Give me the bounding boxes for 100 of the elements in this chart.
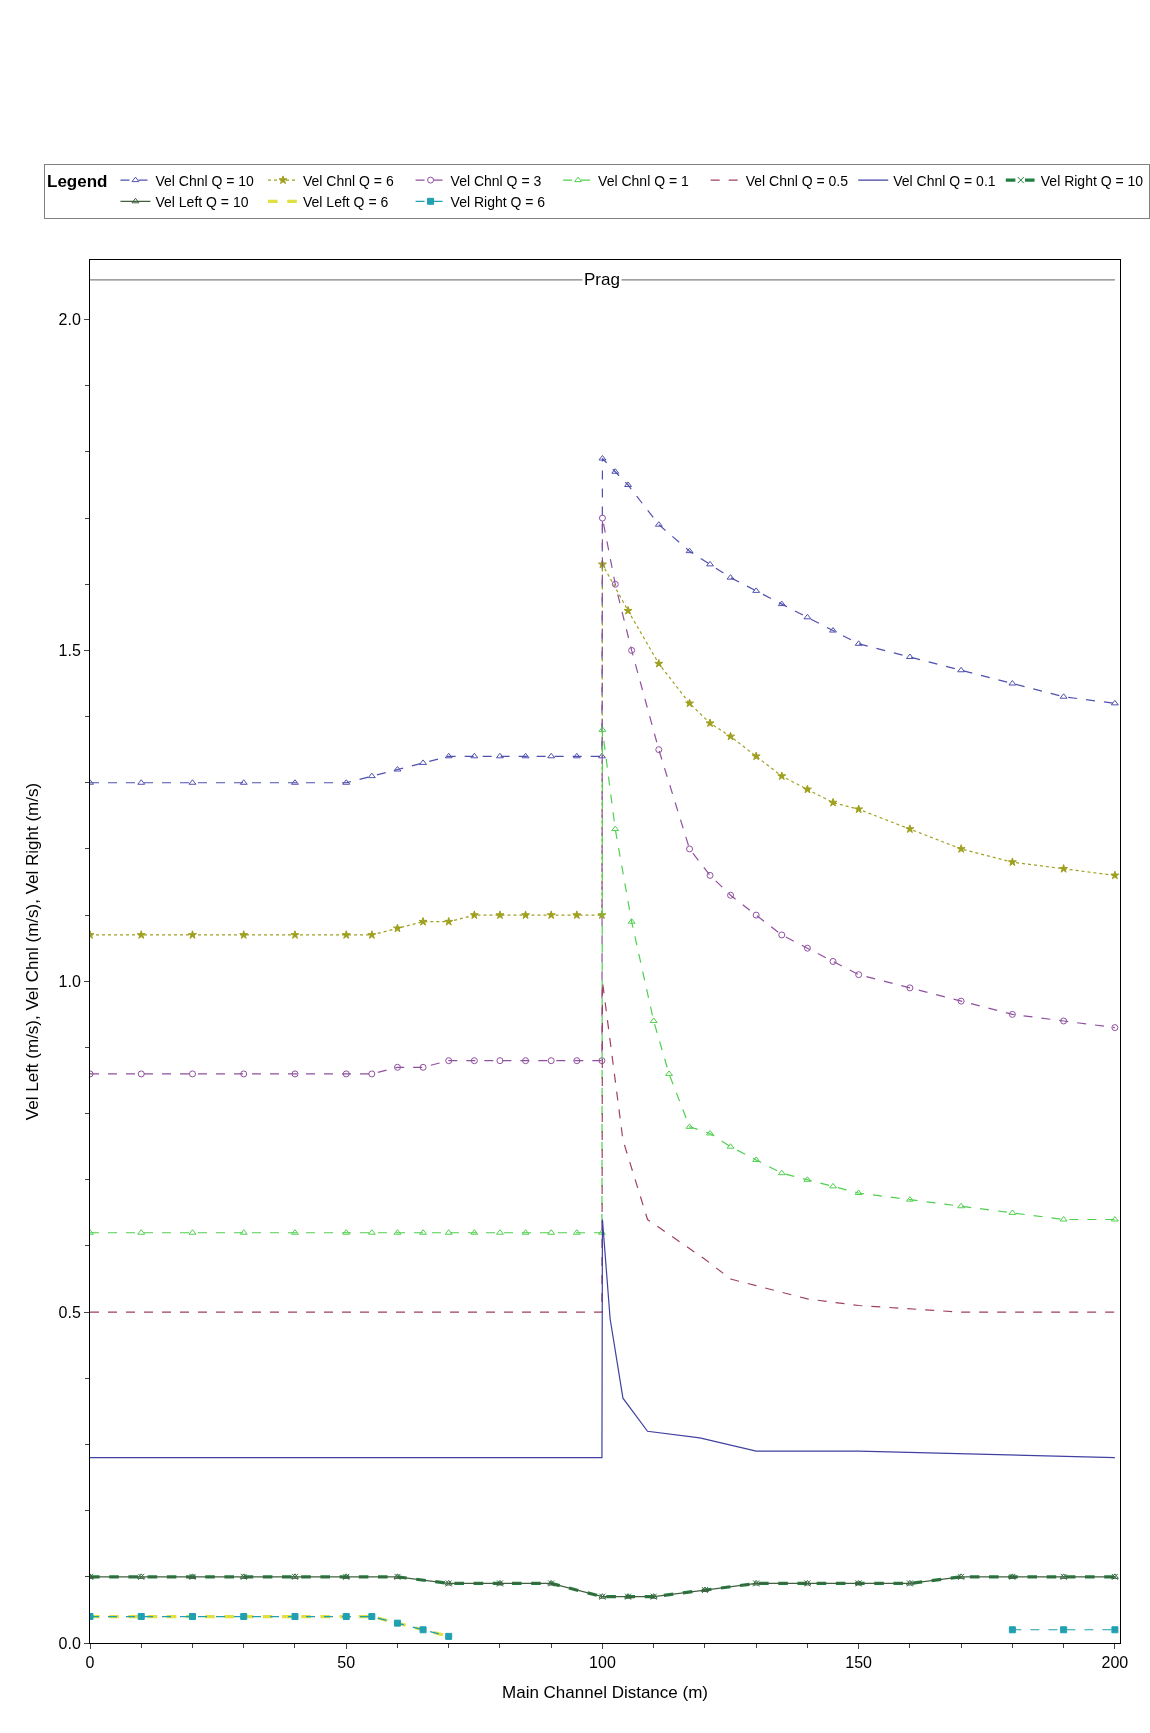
x-tick-label: 150 bbox=[845, 1654, 873, 1672]
point bbox=[905, 824, 915, 833]
point bbox=[829, 957, 837, 965]
point bbox=[655, 746, 663, 754]
legend-label: Vel Right Q = 6 bbox=[450, 193, 546, 210]
point bbox=[829, 1182, 837, 1189]
point bbox=[654, 658, 664, 668]
point bbox=[367, 930, 377, 939]
point bbox=[598, 1057, 606, 1065]
legend-label: Vel Right Q = 10 bbox=[1040, 172, 1144, 189]
point bbox=[291, 1070, 299, 1078]
point bbox=[521, 910, 531, 920]
point bbox=[611, 825, 620, 832]
point bbox=[777, 771, 787, 781]
point bbox=[727, 891, 735, 899]
point bbox=[445, 1632, 453, 1640]
point bbox=[290, 930, 300, 939]
point bbox=[828, 797, 838, 807]
annotation: Prag bbox=[584, 270, 620, 289]
point bbox=[623, 606, 633, 615]
point bbox=[906, 984, 914, 992]
x-tick-label: 50 bbox=[337, 1654, 356, 1672]
point bbox=[956, 844, 966, 853]
point bbox=[547, 752, 556, 759]
point bbox=[137, 1613, 145, 1621]
point bbox=[239, 930, 249, 939]
point bbox=[1059, 864, 1069, 873]
point bbox=[572, 752, 581, 759]
point bbox=[342, 1613, 350, 1621]
point bbox=[829, 627, 837, 633]
point bbox=[240, 1070, 248, 1078]
point bbox=[777, 600, 786, 607]
legend-label: Vel Chnl Q = 6 bbox=[303, 172, 394, 189]
point bbox=[522, 1057, 530, 1065]
point bbox=[957, 1202, 966, 1209]
point bbox=[291, 1613, 299, 1621]
point bbox=[705, 718, 715, 728]
point bbox=[706, 1129, 715, 1136]
point bbox=[444, 752, 453, 759]
point bbox=[419, 1063, 427, 1071]
point bbox=[342, 1070, 350, 1078]
y-tick-label: 1.0 bbox=[58, 972, 81, 990]
point bbox=[470, 752, 479, 759]
point bbox=[1111, 1626, 1119, 1634]
point bbox=[1110, 699, 1119, 706]
point bbox=[341, 930, 351, 939]
point bbox=[573, 1057, 581, 1065]
point bbox=[469, 910, 479, 920]
point bbox=[137, 1070, 145, 1078]
point bbox=[368, 1070, 376, 1078]
point bbox=[957, 666, 966, 673]
point bbox=[291, 1229, 299, 1235]
point bbox=[706, 871, 714, 879]
point bbox=[802, 784, 812, 794]
point bbox=[777, 1169, 786, 1176]
point bbox=[905, 653, 914, 660]
legend-label: Vel Chnl Q = 1 bbox=[598, 172, 689, 189]
point bbox=[1007, 857, 1017, 867]
legend-label: Vel Left Q = 10 bbox=[155, 193, 249, 210]
point bbox=[1060, 1017, 1068, 1025]
point bbox=[572, 910, 582, 920]
point bbox=[686, 845, 694, 853]
point bbox=[706, 560, 715, 567]
legend-label: Vel Chnl Q = 10 bbox=[155, 172, 255, 189]
point bbox=[547, 1057, 555, 1065]
y-axis-title: Vel Left (m/s), Vel Chnl (m/s), Vel Right (m/s) bbox=[23, 782, 43, 1121]
point bbox=[188, 930, 197, 939]
point bbox=[598, 514, 606, 522]
point bbox=[368, 1613, 376, 1621]
point bbox=[854, 1189, 863, 1196]
point bbox=[444, 917, 454, 926]
point bbox=[1111, 1024, 1119, 1032]
point bbox=[628, 646, 636, 654]
point bbox=[136, 930, 146, 939]
point bbox=[611, 580, 619, 588]
point bbox=[393, 1063, 401, 1071]
point bbox=[495, 910, 505, 920]
point bbox=[291, 779, 299, 785]
point bbox=[726, 731, 736, 741]
y-tick-label: 1.5 bbox=[58, 642, 81, 660]
point bbox=[470, 1057, 478, 1065]
point bbox=[188, 1613, 196, 1621]
point bbox=[685, 698, 695, 708]
point bbox=[521, 752, 530, 759]
point bbox=[495, 752, 504, 759]
point bbox=[419, 1626, 427, 1634]
point bbox=[597, 752, 606, 759]
point bbox=[855, 971, 863, 979]
point bbox=[546, 910, 556, 920]
legend-label: Vel Chnl Q = 0.1 bbox=[893, 172, 996, 189]
point bbox=[957, 997, 965, 1005]
legend-title: Legend bbox=[47, 171, 108, 191]
point bbox=[445, 1057, 453, 1065]
point bbox=[393, 1619, 401, 1627]
point bbox=[496, 1057, 504, 1065]
point bbox=[1110, 870, 1120, 880]
legend-label: Vel Chnl Q = 0.5 bbox=[745, 172, 849, 189]
y-tick-label: 0.0 bbox=[58, 1634, 81, 1652]
point bbox=[367, 772, 376, 779]
x-tick-label: 0 bbox=[85, 1654, 95, 1672]
